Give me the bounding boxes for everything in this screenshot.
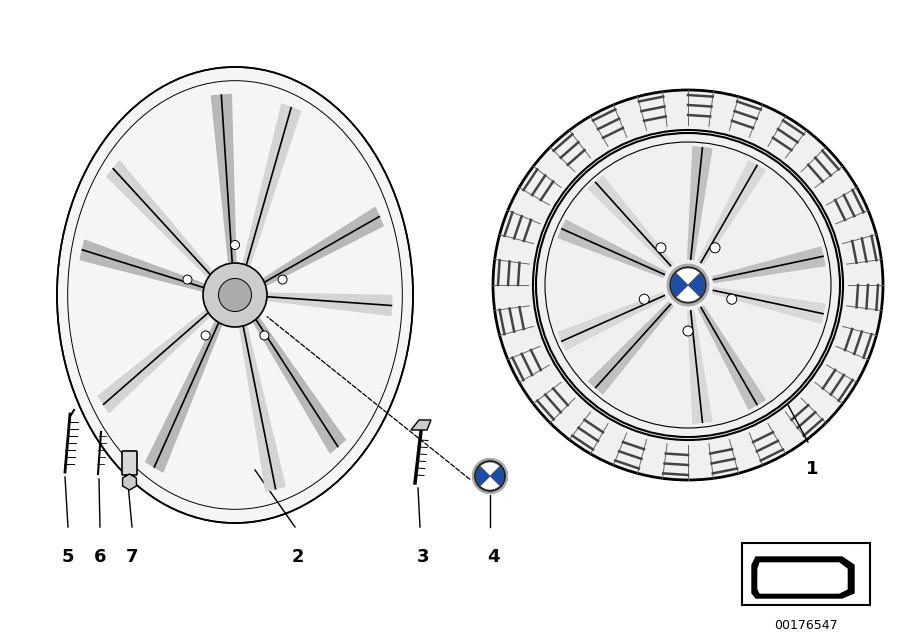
Polygon shape [589,302,673,394]
Circle shape [668,265,708,305]
Circle shape [639,294,649,304]
Text: 3: 3 [417,548,429,566]
Wedge shape [476,466,490,486]
FancyBboxPatch shape [122,451,137,475]
Polygon shape [252,315,346,453]
Ellipse shape [219,279,251,312]
Circle shape [493,90,883,480]
Circle shape [536,133,840,437]
Circle shape [230,240,239,249]
Polygon shape [752,557,854,598]
Ellipse shape [203,263,267,327]
Polygon shape [98,308,212,413]
Wedge shape [671,273,688,297]
Circle shape [710,243,720,252]
Text: 4: 4 [487,548,500,566]
Circle shape [683,326,693,336]
Wedge shape [688,273,705,297]
Wedge shape [480,462,500,476]
Polygon shape [146,319,222,472]
Polygon shape [698,161,765,264]
Circle shape [656,243,666,252]
Wedge shape [676,268,700,285]
Wedge shape [490,466,504,486]
Polygon shape [107,161,214,279]
Wedge shape [676,285,700,302]
Circle shape [726,294,737,304]
Circle shape [278,275,287,284]
Wedge shape [480,476,500,490]
Polygon shape [80,240,207,292]
Polygon shape [239,323,285,492]
Polygon shape [261,207,383,286]
Polygon shape [122,474,137,490]
Text: 6: 6 [94,548,106,566]
Polygon shape [713,287,825,323]
Circle shape [533,130,843,440]
Polygon shape [688,310,712,423]
Text: 2: 2 [292,548,304,566]
Circle shape [473,459,507,493]
Bar [742,543,870,605]
Polygon shape [589,176,673,268]
Polygon shape [242,104,301,268]
Polygon shape [558,293,665,350]
Polygon shape [758,563,847,593]
Text: 7: 7 [126,548,139,566]
Text: 5: 5 [62,548,74,566]
Circle shape [201,331,210,340]
Circle shape [183,275,192,284]
Polygon shape [698,306,765,409]
Polygon shape [713,247,825,282]
Polygon shape [558,220,665,277]
Circle shape [260,331,269,340]
Polygon shape [411,420,431,430]
Text: 00176547: 00176547 [774,619,838,632]
Polygon shape [688,147,712,259]
Polygon shape [265,293,392,315]
Text: 1: 1 [806,460,818,478]
Ellipse shape [57,67,413,523]
Polygon shape [212,94,236,265]
